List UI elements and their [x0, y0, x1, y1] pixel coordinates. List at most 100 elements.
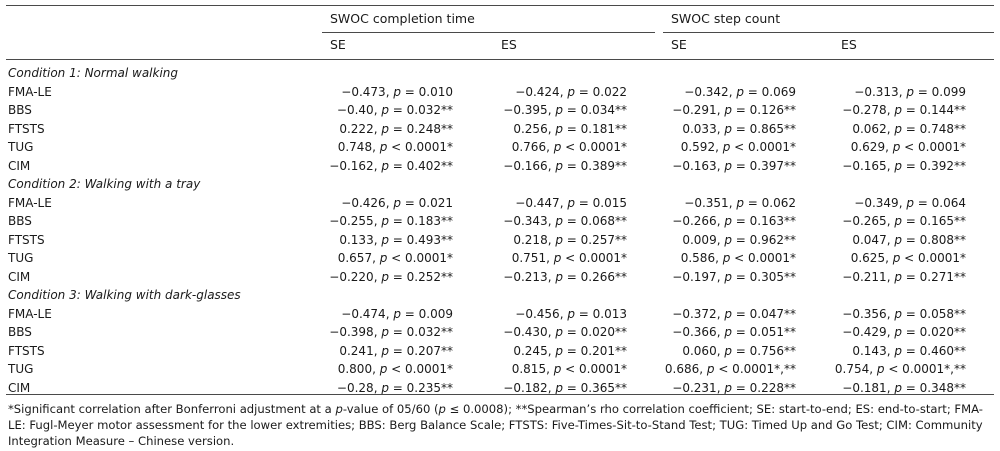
- cell-p-symbol: p: [894, 103, 902, 118]
- cell-p-value: = 0.032**: [388, 103, 453, 118]
- cell-rho: −0.197,: [672, 269, 725, 284]
- table-cell: −0.351, p = 0.062: [671, 196, 796, 210]
- table-cell: −0.162, p = 0.402**: [329, 159, 453, 173]
- cell-p-symbol: p: [555, 103, 563, 118]
- header-bottom-rule: [6, 59, 994, 60]
- table-cell: 0.009, p = 0.962**: [671, 233, 796, 247]
- cell-p-symbol: p: [894, 232, 902, 247]
- cell-rho: 0.222,: [339, 121, 382, 136]
- cell-p-symbol: p: [555, 343, 563, 358]
- table-cell: −0.278, p = 0.144**: [841, 103, 966, 117]
- column-header-es-steps: ES: [841, 37, 857, 52]
- cell-p-value: = 0.009: [400, 306, 453, 321]
- cell-p-symbol: p: [381, 121, 389, 136]
- group-rule-step-count: [663, 32, 994, 33]
- cell-rho: −0.426,: [341, 195, 394, 210]
- cell-p-symbol: p: [393, 306, 401, 321]
- cell-p-value: = 0.013: [574, 306, 627, 321]
- cell-rho: −0.162,: [329, 158, 382, 173]
- cell-p-value: = 0.201**: [562, 343, 627, 358]
- cell-p-symbol: p: [876, 362, 885, 377]
- cell-p-symbol: p: [555, 232, 563, 247]
- table-cell: −0.456, p = 0.013: [501, 307, 627, 321]
- table-cell: 0.751, p < 0.0001*: [501, 251, 627, 265]
- cell-rho: 0.047,: [852, 232, 895, 247]
- cell-p-value: < 0.0001*,**: [884, 362, 966, 377]
- cell-p-value: = 0.163**: [731, 214, 796, 229]
- cell-rho: −0.372,: [672, 306, 725, 321]
- cell-p-value: = 0.058**: [901, 306, 966, 321]
- cell-p-symbol: p: [381, 343, 389, 358]
- table-cell: −0.447, p = 0.015: [501, 196, 627, 210]
- table-cell: −0.395, p = 0.034**: [501, 103, 627, 117]
- table-cell: 0.754, p < 0.0001*,**: [835, 362, 966, 376]
- cell-p-value: < 0.0001*: [561, 362, 627, 377]
- cell-p-value: = 0.181**: [562, 121, 627, 136]
- table-top-rule: [6, 5, 994, 6]
- cell-rho: −0.474,: [341, 306, 394, 321]
- table-cell: −0.163, p = 0.397**: [671, 159, 796, 173]
- row-label: TUG: [8, 251, 34, 266]
- cell-p-value: < 0.0001*: [900, 140, 966, 155]
- cell-p-value: < 0.0001*: [730, 140, 796, 155]
- cell-rho: 0.800,: [337, 362, 380, 377]
- table-cell: 0.686, p < 0.0001*,**: [665, 362, 796, 376]
- table-cell: −0.430, p = 0.020**: [501, 325, 627, 339]
- cell-p-value: = 0.034**: [562, 103, 627, 118]
- table-cell: 0.241, p = 0.207**: [330, 344, 453, 358]
- cell-p-symbol: p: [892, 140, 901, 155]
- cell-p-value: = 0.365**: [562, 380, 627, 395]
- table-cell: 0.060, p = 0.756**: [671, 344, 796, 358]
- cell-p-value: = 0.047**: [731, 306, 796, 321]
- cell-rho: 0.245,: [513, 343, 556, 358]
- cell-rho: −0.28,: [336, 380, 382, 395]
- cell-p-value: = 0.756**: [731, 343, 796, 358]
- table-cell: −0.356, p = 0.058**: [841, 307, 966, 321]
- table-cell: 0.256, p = 0.181**: [501, 122, 627, 136]
- row-label: CIM: [8, 269, 31, 284]
- cell-rho: 0.060,: [682, 343, 725, 358]
- cell-p-value: = 0.183**: [388, 214, 453, 229]
- table-cell: 0.143, p = 0.460**: [841, 344, 966, 358]
- cell-p-value: = 0.010: [400, 84, 453, 99]
- cell-rho: −0.447,: [515, 195, 568, 210]
- footnote-p-symbol: p: [438, 402, 446, 416]
- row-label: BBS: [8, 325, 32, 340]
- table-cell: 0.586, p < 0.0001*: [671, 251, 796, 265]
- cell-p-symbol: p: [722, 140, 731, 155]
- cell-p-value: = 0.069: [743, 84, 796, 99]
- row-label: BBS: [8, 103, 32, 118]
- cell-rho: 0.033,: [682, 121, 725, 136]
- cell-p-symbol: p: [892, 251, 901, 266]
- footnote-part-2: -value of 05/60 (: [342, 402, 439, 416]
- table-cell: 0.748, p < 0.0001*: [330, 140, 453, 154]
- cell-p-value: = 0.207**: [388, 343, 453, 358]
- table-cell: −0.291, p = 0.126**: [671, 103, 796, 117]
- cell-rho: −0.163,: [672, 158, 725, 173]
- cell-p-symbol: p: [724, 325, 732, 340]
- table-cell: −0.342, p = 0.069: [671, 85, 796, 99]
- table-cell: −0.166, p = 0.389**: [501, 159, 627, 173]
- cell-rho: −0.278,: [842, 103, 895, 118]
- cell-rho: −0.40,: [336, 103, 382, 118]
- table-cell: −0.255, p = 0.183**: [329, 214, 453, 228]
- cell-p-value: = 0.032**: [388, 325, 453, 340]
- cell-p-symbol: p: [894, 158, 902, 173]
- cell-rho: −0.213,: [503, 269, 556, 284]
- cell-p-symbol: p: [894, 214, 902, 229]
- condition-heading: Condition 2: Walking with a tray: [8, 177, 201, 191]
- row-label: TUG: [8, 362, 34, 377]
- cell-rho: −0.429,: [842, 325, 895, 340]
- condition-heading: Condition 3: Walking with dark-glasses: [8, 288, 241, 302]
- cell-rho: −0.351,: [684, 195, 737, 210]
- cell-rho: −0.342,: [684, 84, 737, 99]
- cell-rho: −0.349,: [854, 195, 907, 210]
- row-label: FMA-LE: [8, 195, 52, 210]
- group-header-completion-time: SWOC completion time: [330, 11, 475, 26]
- cell-p-value: = 0.962**: [731, 232, 796, 247]
- table-cell: −0.165, p = 0.392**: [841, 159, 966, 173]
- table-cell: −0.474, p = 0.009: [330, 307, 453, 321]
- cell-rho: 0.256,: [513, 121, 556, 136]
- cell-rho: −0.424,: [515, 84, 568, 99]
- table-cell: 0.047, p = 0.808**: [841, 233, 966, 247]
